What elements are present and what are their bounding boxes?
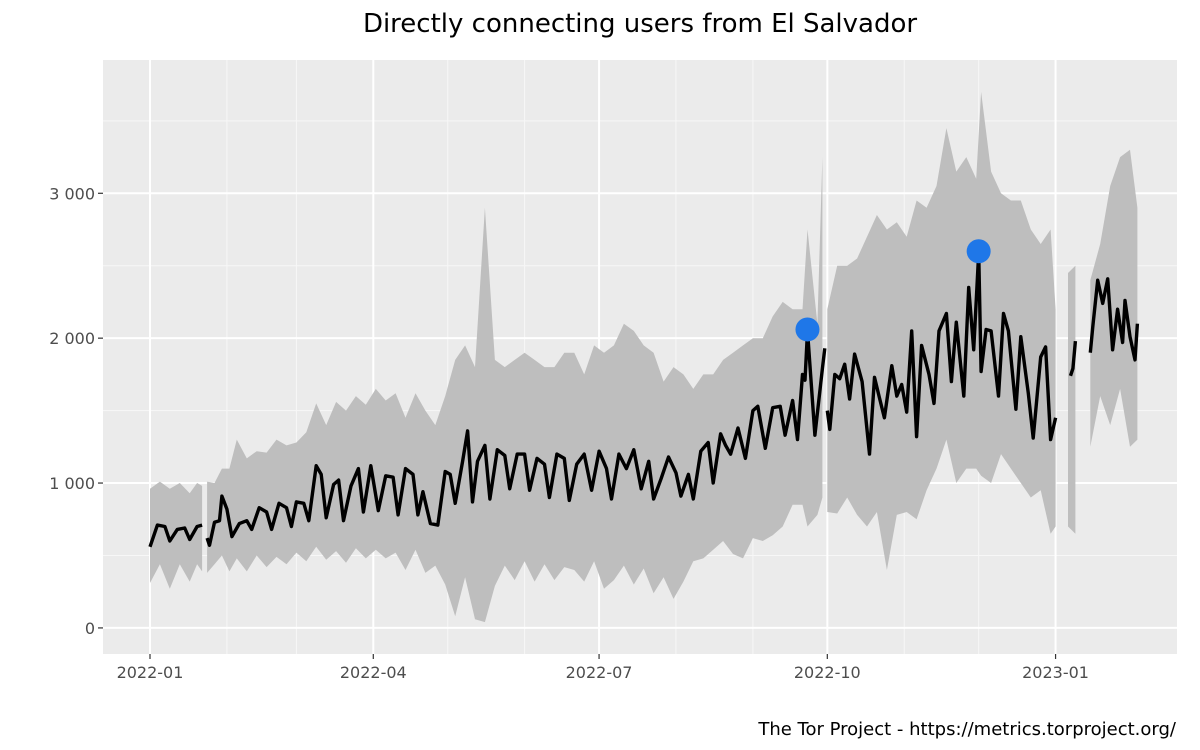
range-band (150, 91, 1138, 623)
event-points (795, 239, 991, 342)
users-line-segment (1068, 340, 1078, 377)
range-band-segment (1090, 149, 1138, 447)
range-band-segment (827, 91, 1056, 571)
range-band-segment (207, 157, 823, 623)
y-tick-label: 0 (85, 619, 95, 638)
y-axis: 0 1 000 2 000 3 000 (49, 184, 103, 638)
y-tick-label: 2 000 (49, 329, 95, 348)
y-tick-label: 1 000 (49, 474, 95, 493)
x-tick-label: 2022-07 (566, 663, 633, 682)
users-line (148, 250, 1140, 548)
event-point (795, 317, 820, 342)
range-band-segment (1068, 265, 1076, 534)
x-tick-label: 2022-04 (340, 663, 407, 682)
x-tick-label: 2022-10 (794, 663, 861, 682)
users-line-segment (1088, 277, 1140, 362)
users-line-segment (148, 523, 203, 548)
event-point (966, 239, 991, 264)
users-line-segment (205, 329, 827, 547)
x-tick-label: 2023-01 (1022, 663, 1089, 682)
users-line-segment (825, 250, 1058, 456)
caption: The Tor Project - https://metrics.torpro… (757, 719, 1177, 740)
x-tick-label: 2022-01 (117, 663, 184, 682)
y-tick-label: 3 000 (49, 184, 95, 203)
chart-title: Directly connecting users from El Salvad… (363, 9, 917, 39)
x-axis: 2022-01 2022-04 2022-07 2022-10 2023-01 (117, 654, 1089, 682)
range-band-segment (150, 481, 203, 589)
